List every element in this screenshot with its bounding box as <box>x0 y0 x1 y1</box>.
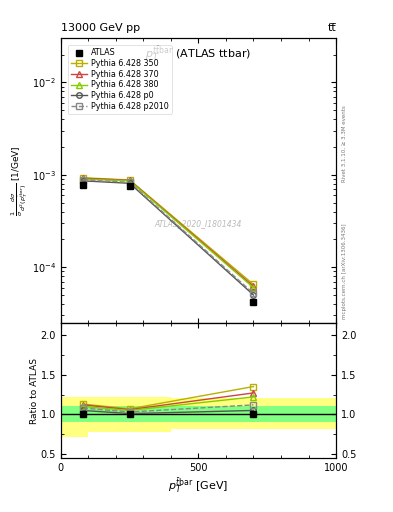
Pythia 6.428 p2010 <box>81 177 85 183</box>
Text: 13000 GeV pp: 13000 GeV pp <box>61 23 140 33</box>
Text: tt̅: tt̅ <box>327 23 336 33</box>
Pythia 6.428 380 <box>81 176 85 182</box>
Y-axis label: Ratio to ATLAS: Ratio to ATLAS <box>30 357 39 423</box>
Pythia 6.428 370 <box>251 283 256 289</box>
Line: Pythia 6.428 p0: Pythia 6.428 p0 <box>80 178 256 298</box>
ATLAS <box>81 182 85 188</box>
Pythia 6.428 350 <box>251 282 256 288</box>
Line: Pythia 6.428 380: Pythia 6.428 380 <box>80 176 256 290</box>
Line: Pythia 6.428 370: Pythia 6.428 370 <box>80 176 256 289</box>
Pythia 6.428 370 <box>81 175 85 181</box>
Y-axis label: $\frac{1}{\sigma}\frac{d\sigma}{d^2(p^{\bar{t}\mathrm{bar}}_T)}$ [1/GeV]: $\frac{1}{\sigma}\frac{d\sigma}{d^2(p^{\… <box>10 145 31 216</box>
Text: mcplots.cern.ch [arXiv:1306.3436]: mcplots.cern.ch [arXiv:1306.3436] <box>342 224 347 319</box>
Pythia 6.428 380 <box>251 285 256 291</box>
Pythia 6.428 p0 <box>251 292 256 298</box>
Pythia 6.428 380 <box>127 178 132 184</box>
Text: $p_T^{t\bar{\mathrm{t}}\mathrm{bar}}$ (ATLAS ttbar): $p_T^{t\bar{\mathrm{t}}\mathrm{bar}}$ (A… <box>145 44 252 63</box>
ATLAS <box>127 183 132 189</box>
Line: Pythia 6.428 p2010: Pythia 6.428 p2010 <box>80 177 256 296</box>
ATLAS <box>251 299 256 305</box>
Pythia 6.428 p2010 <box>251 290 256 296</box>
Line: ATLAS: ATLAS <box>80 182 256 305</box>
Line: Pythia 6.428 350: Pythia 6.428 350 <box>80 175 256 287</box>
Pythia 6.428 370 <box>127 177 132 183</box>
X-axis label: $p^{\bar{t}\mathrm{bar}}_T$ [GeV]: $p^{\bar{t}\mathrm{bar}}_T$ [GeV] <box>168 476 229 495</box>
Text: ATLAS_2020_I1801434: ATLAS_2020_I1801434 <box>155 219 242 228</box>
Pythia 6.428 p0 <box>127 180 132 186</box>
Pythia 6.428 p0 <box>81 178 85 184</box>
Pythia 6.428 350 <box>81 175 85 181</box>
Text: Rivet 3.1.10, ≥ 3.3M events: Rivet 3.1.10, ≥ 3.3M events <box>342 105 347 182</box>
Pythia 6.428 p2010 <box>127 179 132 185</box>
Legend: ATLAS, Pythia 6.428 350, Pythia 6.428 370, Pythia 6.428 380, Pythia 6.428 p0, Py: ATLAS, Pythia 6.428 350, Pythia 6.428 37… <box>68 45 172 114</box>
Pythia 6.428 350 <box>127 177 132 183</box>
